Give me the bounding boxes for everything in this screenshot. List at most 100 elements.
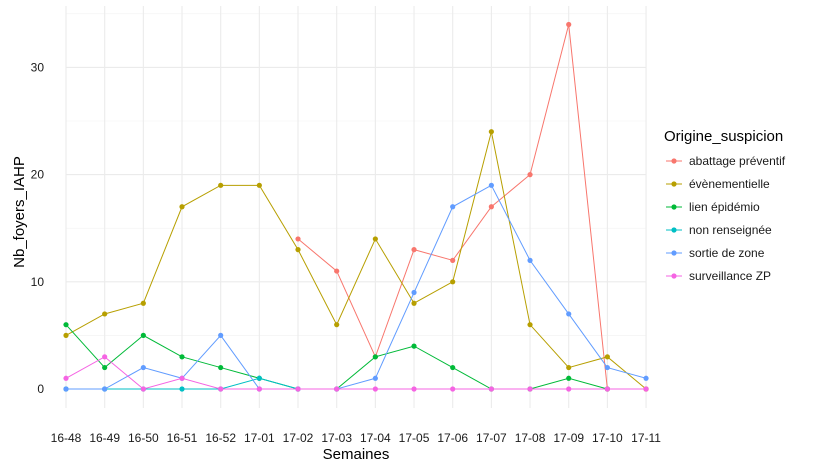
data-point xyxy=(140,332,146,338)
data-point xyxy=(643,375,649,381)
data-point xyxy=(295,247,301,253)
legend-title: Origine_suspicion xyxy=(664,128,783,145)
data-point xyxy=(566,386,572,392)
data-point xyxy=(488,386,494,392)
legend-label: surveillance ZP xyxy=(689,269,771,283)
x-tick-label: 16-49 xyxy=(89,431,120,445)
legend-key-point xyxy=(671,273,677,279)
legend-label: sortie de zone xyxy=(689,246,765,260)
legend-label: non renseignée xyxy=(689,223,772,237)
data-point xyxy=(411,247,417,253)
data-point xyxy=(527,386,533,392)
series-line xyxy=(297,24,647,390)
legend: Origine_suspicion abattage préventif évèn… xyxy=(664,128,786,283)
data-point xyxy=(566,364,572,371)
legend-key-point xyxy=(671,158,677,164)
series-line xyxy=(65,356,647,390)
data-point xyxy=(450,364,456,371)
data-point xyxy=(295,236,301,242)
data-point xyxy=(102,311,108,317)
series-layer xyxy=(63,21,649,392)
data-point xyxy=(450,279,456,285)
data-point xyxy=(218,182,224,188)
legend-key-point xyxy=(671,181,677,187)
data-point xyxy=(488,204,494,210)
data-point xyxy=(566,311,572,317)
legend-item: non renseignée xyxy=(666,223,772,237)
legend-key-point xyxy=(671,227,677,233)
data-point xyxy=(411,300,417,306)
data-point xyxy=(140,386,146,392)
data-point xyxy=(179,204,185,210)
data-point xyxy=(63,322,69,328)
data-point xyxy=(372,375,378,381)
legend-item: lien épidémio xyxy=(666,200,760,214)
data-point xyxy=(566,375,572,381)
y-tick-label: 20 xyxy=(31,168,45,182)
data-point xyxy=(102,364,108,371)
data-point xyxy=(140,300,146,306)
y-axis-ticks: 0 10 20 30 xyxy=(31,60,45,396)
plot-background xyxy=(66,6,646,408)
legend-label: lien épidémio xyxy=(689,200,760,214)
data-point xyxy=(63,332,69,338)
y-axis-title: Nb_foyers_IAHP xyxy=(11,156,28,268)
data-point xyxy=(256,375,262,381)
legend-item: évènementielle xyxy=(666,177,770,191)
data-point xyxy=(218,364,224,371)
data-point xyxy=(604,386,610,392)
x-tick-label: 16-48 xyxy=(51,431,82,445)
data-point xyxy=(488,182,494,188)
y-tick-label: 30 xyxy=(31,60,45,74)
data-point xyxy=(527,172,533,178)
legend-label: évènementielle xyxy=(689,177,770,191)
x-tick-label: 16-51 xyxy=(167,431,198,445)
data-point xyxy=(372,236,378,242)
data-point xyxy=(256,386,262,392)
legend-item: abattage préventif xyxy=(666,154,786,168)
series-5 xyxy=(63,354,649,392)
data-point xyxy=(179,375,185,381)
data-point xyxy=(450,386,456,392)
data-point xyxy=(295,386,301,392)
data-point xyxy=(102,354,108,360)
data-point xyxy=(527,322,533,328)
x-tick-label: 17-04 xyxy=(360,431,391,445)
x-tick-label: 17-09 xyxy=(553,431,584,445)
y-tick-label: 10 xyxy=(31,275,45,289)
series-line xyxy=(66,184,647,390)
data-point xyxy=(643,386,649,392)
data-point xyxy=(411,343,417,349)
data-point xyxy=(334,322,340,328)
data-point xyxy=(102,386,108,392)
data-point xyxy=(179,354,185,360)
data-point xyxy=(179,386,185,392)
x-tick-label: 17-10 xyxy=(592,431,623,445)
x-tick-label: 16-50 xyxy=(128,431,159,445)
legend-key-point xyxy=(671,204,677,210)
x-axis-ticks: 16-48 16-49 16-50 16-51 16-52 17-01 17-02 17-03… xyxy=(51,431,662,445)
data-point xyxy=(334,268,340,274)
series-line xyxy=(65,131,647,390)
data-point xyxy=(411,289,417,296)
data-point xyxy=(372,386,378,392)
x-tick-label: 17-06 xyxy=(437,431,468,445)
x-tick-label: 17-11 xyxy=(631,431,661,445)
x-tick-label: 17-08 xyxy=(515,431,546,445)
x-tick-label: 17-03 xyxy=(321,431,352,445)
data-point xyxy=(450,257,456,263)
data-point xyxy=(566,21,572,28)
x-tick-label: 17-07 xyxy=(476,431,507,445)
data-point xyxy=(218,332,224,338)
data-point xyxy=(218,386,224,392)
legend-item: surveillance ZP xyxy=(666,269,771,283)
x-tick-label: 17-01 xyxy=(244,431,275,445)
data-point xyxy=(63,386,69,392)
x-tick-label: 17-05 xyxy=(399,431,430,445)
data-point xyxy=(334,386,340,392)
data-point xyxy=(604,354,610,360)
y-tick-label: 0 xyxy=(37,382,44,396)
legend-item: sortie de zone xyxy=(666,246,765,260)
grid xyxy=(65,6,647,408)
data-point xyxy=(604,364,610,371)
